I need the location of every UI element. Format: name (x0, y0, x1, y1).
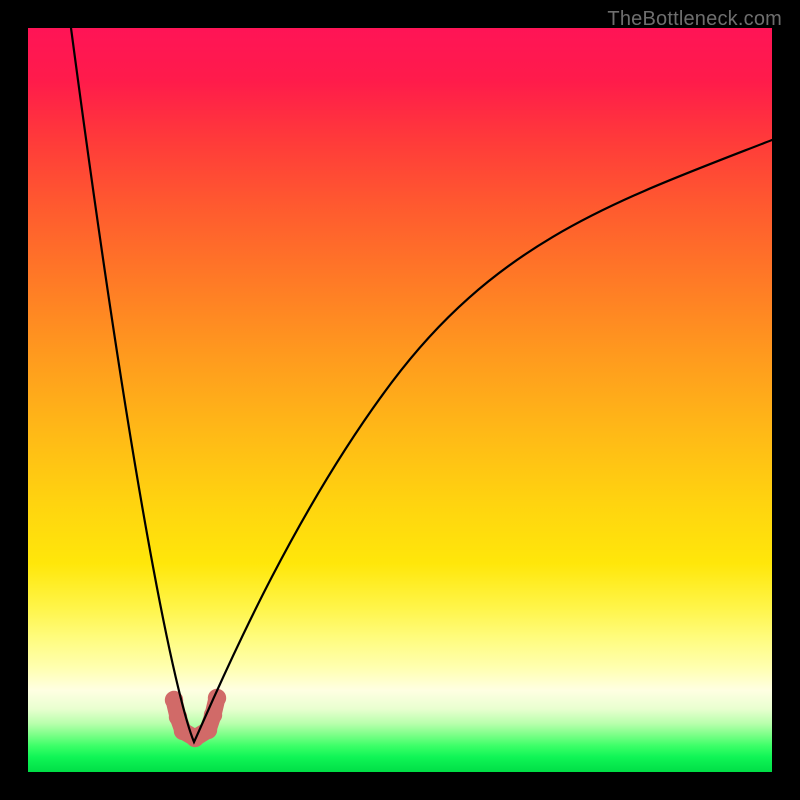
bottleneck-curve (71, 28, 772, 742)
chart-frame (28, 28, 772, 772)
curve-layer (28, 28, 772, 772)
watermark-text: TheBottleneck.com (607, 8, 782, 31)
